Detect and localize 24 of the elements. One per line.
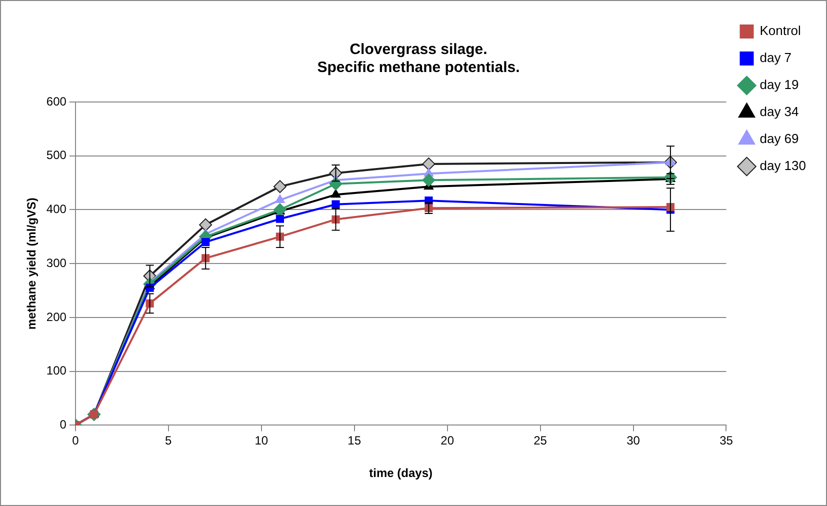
x-tick-label: 35: [720, 434, 734, 448]
legend-label: day 34: [760, 104, 799, 120]
x-tick-label: 20: [440, 434, 454, 448]
chart-title: Clovergrass silage. Specific methane potentials.: [317, 41, 520, 76]
x-tick-label: 25: [534, 434, 548, 448]
x-tick-label: 30: [626, 434, 640, 448]
y-tick-label: 500: [46, 148, 67, 162]
x-axis-title: time (days): [369, 466, 433, 480]
legend-label: day 7: [760, 50, 792, 66]
x-tick-label: 15: [348, 434, 362, 448]
y-tick-label: 300: [46, 256, 67, 270]
x-tick-label: 10: [254, 434, 268, 448]
y-tick-label: 0: [60, 418, 67, 432]
y-tick-label: 400: [46, 202, 67, 216]
y-axis-title: methane yield (ml/gVS): [24, 198, 39, 330]
x-tick-label: 5: [165, 434, 172, 448]
y-tick-label: 100: [46, 364, 67, 378]
legend-label: Kontrol: [760, 23, 802, 38]
legend-label: day 19: [760, 77, 799, 92]
y-tick-label: 600: [46, 94, 67, 108]
x-tick-label: 0: [72, 434, 80, 448]
y-tick-label: 200: [46, 310, 67, 324]
legend-label: day 130: [760, 158, 806, 174]
legend-label: day 69: [760, 131, 799, 146]
